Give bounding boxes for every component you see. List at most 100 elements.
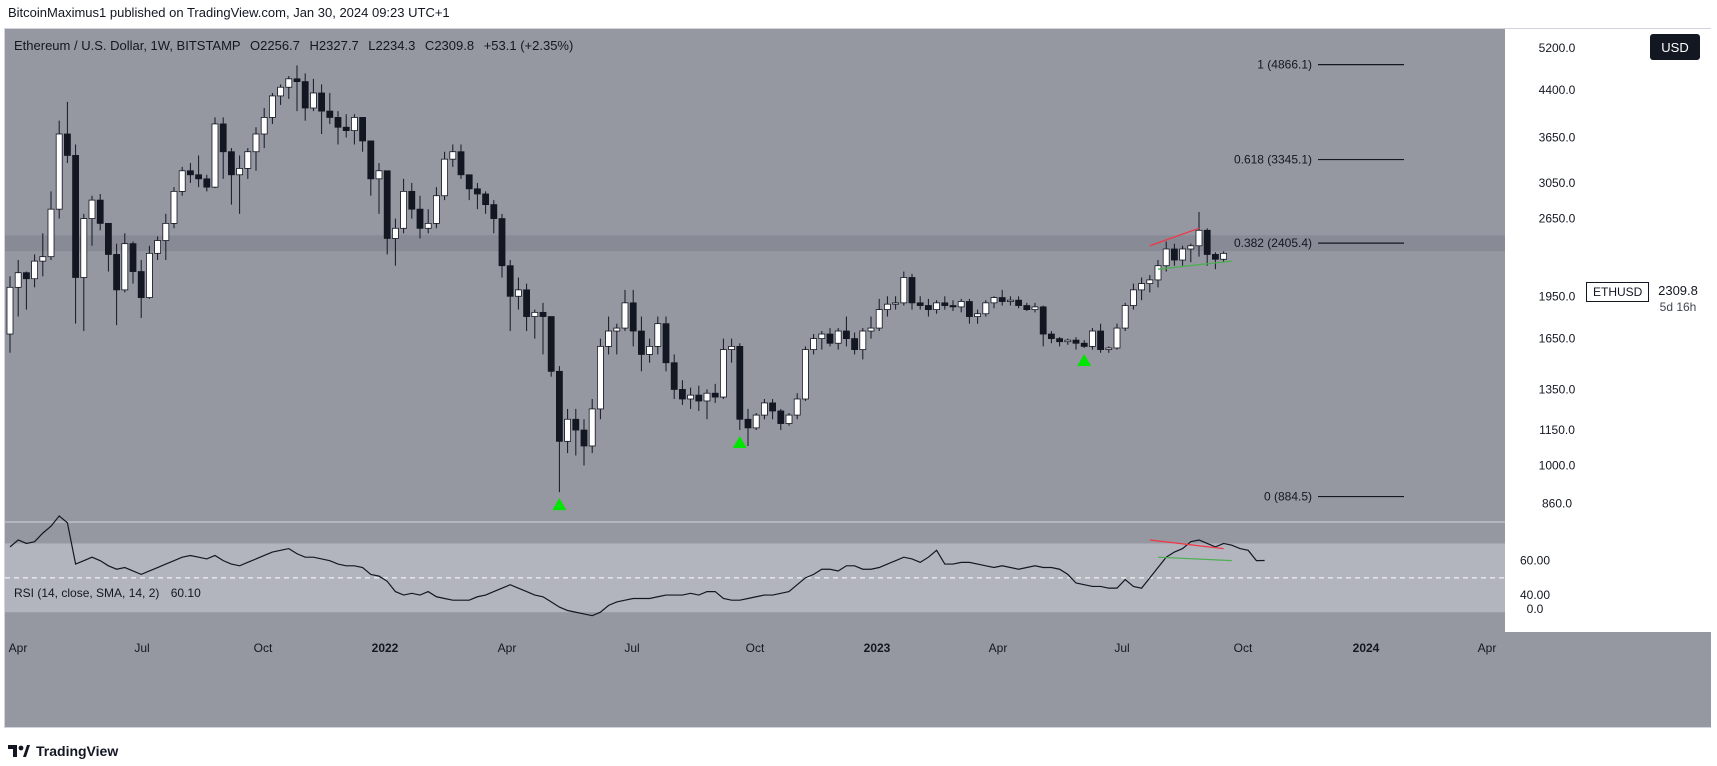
candle bbox=[260, 107, 268, 149]
candle bbox=[55, 120, 63, 219]
candle-body bbox=[998, 297, 1006, 302]
rsi-tick-label: 0.0 bbox=[1527, 602, 1544, 616]
candle bbox=[47, 191, 55, 261]
candle-body bbox=[1015, 299, 1022, 306]
candle bbox=[400, 178, 408, 234]
price-tick-label: 3050.0 bbox=[1539, 176, 1576, 190]
candle-body bbox=[178, 170, 186, 192]
bullish-marker-icon bbox=[552, 498, 567, 511]
candle bbox=[121, 233, 129, 293]
candle bbox=[867, 316, 875, 339]
candle bbox=[1031, 302, 1039, 313]
candle bbox=[64, 101, 71, 163]
candle-body bbox=[391, 227, 399, 239]
candle-body bbox=[687, 394, 694, 400]
candle-body bbox=[47, 208, 55, 258]
candle-body bbox=[211, 123, 219, 188]
candle bbox=[219, 117, 227, 179]
price-tick-label: 1000.0 bbox=[1539, 458, 1576, 472]
candle-body bbox=[72, 155, 79, 278]
candle bbox=[810, 334, 817, 355]
candle bbox=[1007, 296, 1014, 306]
open-label: O bbox=[250, 38, 261, 53]
candle-body bbox=[859, 330, 867, 350]
candle-body bbox=[490, 204, 498, 219]
time-tick-label: 2023 bbox=[864, 641, 891, 655]
candle bbox=[285, 76, 293, 99]
candle-body bbox=[80, 218, 88, 278]
candle bbox=[580, 419, 588, 466]
candle-body bbox=[720, 349, 727, 398]
candle-body bbox=[170, 190, 178, 224]
publish-line: BitcoinMaximus1 published on TradingView… bbox=[8, 5, 450, 20]
candle-body bbox=[1203, 229, 1211, 255]
time-tick-label: Apr bbox=[1478, 641, 1497, 655]
candle bbox=[646, 338, 653, 363]
candle-body bbox=[728, 345, 735, 350]
candle-body bbox=[867, 327, 875, 332]
currency-button[interactable]: USD bbox=[1650, 34, 1700, 60]
candle-body bbox=[654, 323, 662, 347]
candle bbox=[350, 114, 358, 145]
candle bbox=[129, 241, 137, 284]
candle-body bbox=[629, 302, 637, 332]
candle bbox=[162, 213, 170, 261]
candle-body bbox=[22, 272, 30, 280]
candle bbox=[556, 366, 563, 493]
candle bbox=[432, 187, 440, 229]
candle bbox=[72, 144, 79, 324]
candle bbox=[268, 92, 276, 124]
candle bbox=[359, 117, 367, 152]
candle-body bbox=[236, 168, 244, 176]
symbol-title: Ethereum / U.S. Dollar, 1W, BITSTAMP bbox=[14, 38, 241, 53]
candle-body bbox=[96, 199, 104, 224]
candle-body bbox=[900, 277, 908, 304]
candle-body bbox=[350, 117, 358, 131]
candle-body bbox=[916, 302, 924, 306]
candle bbox=[178, 166, 186, 196]
candle-body bbox=[802, 349, 809, 400]
candle-body bbox=[1179, 248, 1186, 261]
candle-body bbox=[523, 289, 530, 317]
candle-body bbox=[342, 126, 350, 131]
candle-body bbox=[1212, 254, 1219, 260]
candle-body bbox=[1113, 327, 1121, 349]
candle-body bbox=[638, 330, 645, 355]
candle-body bbox=[1171, 248, 1178, 261]
price-tick-label: 1350.0 bbox=[1539, 382, 1576, 396]
candle bbox=[1195, 211, 1203, 257]
candle bbox=[572, 408, 580, 456]
candle-body bbox=[1048, 333, 1055, 339]
candle bbox=[1212, 252, 1219, 270]
candle bbox=[14, 260, 22, 317]
candle bbox=[490, 200, 498, 234]
candle bbox=[752, 413, 760, 431]
candle bbox=[523, 283, 530, 332]
candle bbox=[1015, 296, 1022, 309]
candle-body bbox=[679, 389, 686, 400]
candle-body bbox=[1105, 347, 1113, 350]
candle-body bbox=[465, 174, 473, 190]
candle bbox=[1080, 340, 1088, 348]
candle-body bbox=[14, 272, 22, 288]
candle-body bbox=[1023, 305, 1031, 311]
fib-label: 0.382 (2405.4) bbox=[1234, 236, 1312, 250]
candle bbox=[638, 316, 645, 372]
candle-body bbox=[375, 170, 383, 180]
candle bbox=[859, 328, 867, 360]
candle bbox=[31, 254, 39, 288]
candle bbox=[531, 309, 539, 339]
candle bbox=[1162, 241, 1170, 272]
candle-body bbox=[408, 190, 416, 210]
candle-body bbox=[1056, 338, 1063, 343]
candle bbox=[884, 296, 891, 317]
candle bbox=[679, 380, 686, 405]
time-tick-label: 2022 bbox=[372, 641, 399, 655]
candle bbox=[949, 300, 957, 311]
time-tick-label: Oct bbox=[746, 641, 765, 655]
candle bbox=[408, 182, 416, 219]
candle bbox=[449, 144, 457, 167]
candle-body bbox=[834, 330, 842, 344]
candle bbox=[695, 385, 703, 411]
